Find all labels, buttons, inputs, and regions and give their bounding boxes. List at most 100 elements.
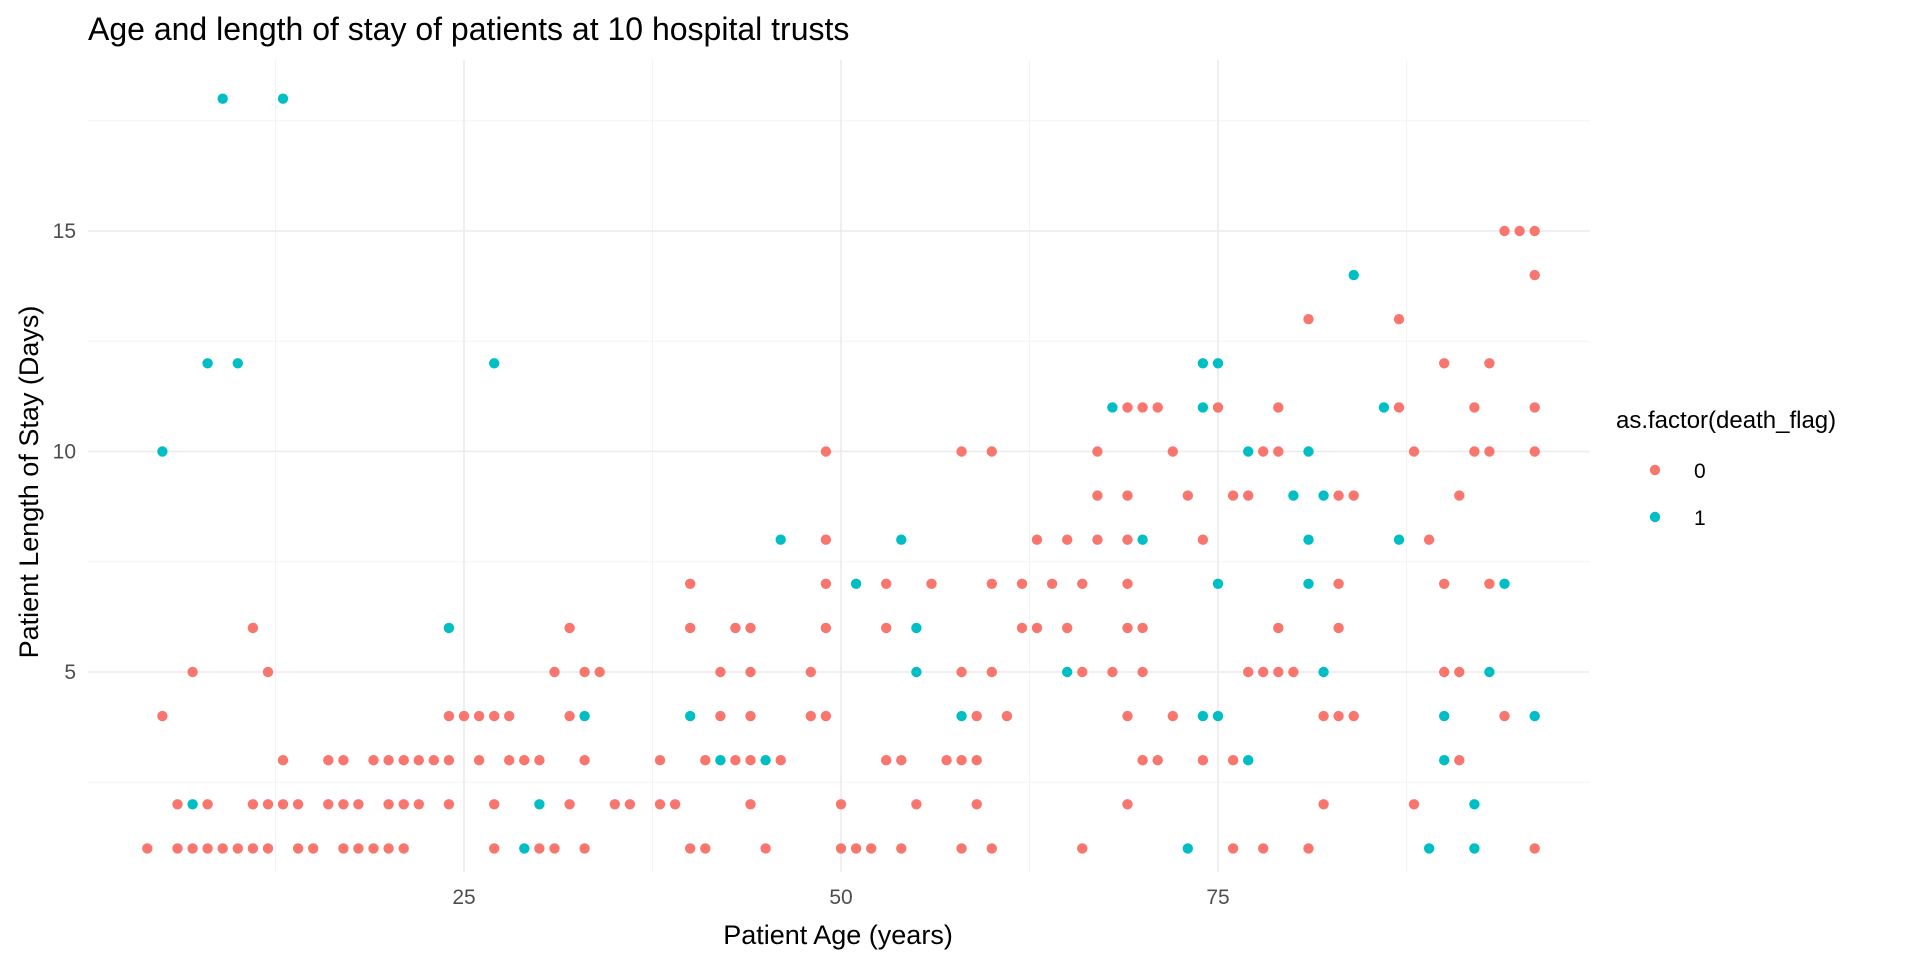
data-point	[1137, 666, 1148, 678]
data-point	[1227, 755, 1239, 766]
data-point	[624, 799, 636, 810]
data-point	[277, 799, 289, 810]
data-point	[715, 710, 726, 722]
data-point	[745, 710, 756, 722]
series-0	[142, 225, 1540, 854]
data-point	[473, 755, 485, 766]
data-point	[1393, 402, 1405, 413]
data-point	[971, 755, 982, 766]
chart-title: Age and length of stay of patients at 10…	[88, 11, 849, 47]
data-point	[1077, 578, 1088, 589]
data-point	[489, 799, 500, 810]
data-point	[564, 799, 575, 810]
data-point	[775, 755, 786, 766]
x-tick-label: 50	[829, 886, 852, 909]
data-point	[187, 666, 198, 678]
data-point	[504, 710, 515, 722]
data-point	[172, 843, 183, 854]
data-point	[534, 799, 545, 810]
data-point	[1062, 666, 1073, 678]
data-point	[1137, 534, 1148, 545]
legend-label-0: 0	[1694, 460, 1706, 483]
data-point	[1167, 710, 1179, 722]
y-tick-labels: 5 10 15	[53, 220, 76, 684]
data-point	[1529, 710, 1540, 722]
data-points	[142, 93, 1540, 854]
data-point	[1484, 666, 1495, 678]
data-point	[308, 843, 319, 854]
legend-key-1	[1649, 511, 1661, 523]
data-point	[760, 755, 771, 766]
data-point	[1393, 534, 1405, 545]
data-point	[986, 843, 997, 854]
data-point	[956, 666, 967, 678]
data-point	[1499, 710, 1510, 722]
data-point	[1197, 710, 1209, 722]
y-tick-label: 10	[53, 441, 76, 464]
data-point	[835, 843, 847, 854]
data-point	[1318, 666, 1329, 678]
data-point	[383, 799, 394, 810]
data-point	[1439, 358, 1450, 369]
data-point	[1439, 710, 1450, 722]
data-point	[1107, 402, 1118, 413]
data-point	[715, 755, 726, 766]
data-point	[654, 799, 666, 810]
data-point	[685, 843, 696, 854]
data-point	[1529, 269, 1540, 281]
data-point	[745, 666, 756, 678]
data-point	[202, 358, 213, 369]
data-point	[1258, 666, 1269, 678]
data-point	[1077, 843, 1088, 854]
x-tick-labels: 25 50 75	[452, 886, 1229, 909]
data-point	[187, 799, 198, 810]
data-point	[564, 710, 575, 722]
data-point	[805, 710, 816, 722]
data-point	[971, 799, 982, 810]
data-point	[881, 578, 892, 589]
data-point	[700, 755, 711, 766]
data-point	[1001, 710, 1013, 722]
data-point	[956, 843, 967, 854]
data-point	[1529, 446, 1540, 457]
data-point	[142, 843, 153, 854]
data-point	[262, 666, 274, 678]
legend: as.factor(death_flag) 01	[1616, 407, 1836, 530]
data-point	[971, 710, 982, 722]
data-point	[1378, 402, 1390, 413]
data-point	[1107, 666, 1118, 678]
data-point	[820, 622, 832, 634]
data-point	[1408, 446, 1420, 457]
data-point	[217, 93, 228, 104]
data-point	[1243, 666, 1254, 678]
data-point	[338, 755, 349, 766]
data-point	[820, 446, 832, 457]
data-point	[413, 799, 424, 810]
data-point	[1423, 843, 1435, 854]
data-point	[1137, 755, 1148, 766]
data-point	[353, 799, 364, 810]
data-point	[1288, 666, 1299, 678]
data-point	[986, 666, 997, 678]
data-point	[745, 755, 756, 766]
data-point	[1016, 578, 1028, 589]
data-point	[1092, 534, 1103, 545]
data-point	[1137, 622, 1148, 634]
data-point	[820, 710, 832, 722]
data-point	[956, 446, 967, 457]
data-point	[956, 710, 967, 722]
data-point	[669, 799, 681, 810]
data-point	[896, 843, 907, 854]
legend-key-0	[1649, 464, 1661, 476]
data-point	[398, 755, 409, 766]
data-point	[1333, 490, 1344, 501]
data-point	[443, 622, 455, 634]
data-point	[941, 755, 952, 766]
data-point	[760, 843, 771, 854]
data-point	[1499, 225, 1510, 237]
data-point	[1062, 534, 1073, 545]
data-point	[1439, 755, 1450, 766]
data-point	[458, 710, 470, 722]
data-point	[715, 666, 726, 678]
data-point	[489, 843, 500, 854]
